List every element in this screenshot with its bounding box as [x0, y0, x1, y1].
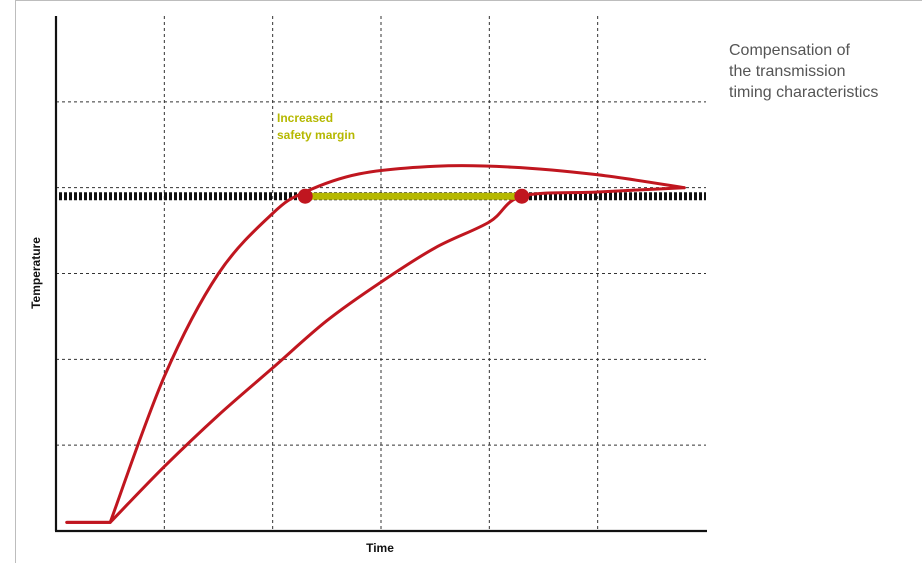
marker-point-2: [514, 188, 530, 204]
annotation-line-1: Increased: [277, 111, 333, 125]
y-axis-label: Temperature: [29, 237, 43, 309]
marker-point-1: [297, 188, 313, 204]
annotation-line-2: safety margin: [277, 128, 355, 142]
x-axis-label: Time: [366, 541, 394, 555]
series-line-lower: [65, 186, 686, 524]
caption-text: Compensation of the transmission timing …: [729, 42, 879, 101]
grid: [56, 16, 706, 531]
axes: [54, 16, 707, 533]
chart-frame: [15, 0, 922, 563]
series-line-upper: [65, 164, 686, 524]
series-group: [65, 164, 686, 524]
markers-group: [297, 188, 530, 204]
